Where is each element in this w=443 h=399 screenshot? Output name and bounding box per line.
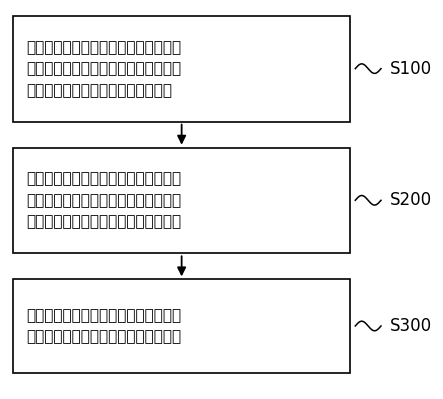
Text: S100: S100: [390, 59, 432, 78]
Text: S200: S200: [390, 191, 432, 209]
Bar: [13, 279, 350, 373]
Text: 获取用户输入的特征值信息、服务类、
属性信息和协议头，生成对应的本地指
令，并将本地指令存储至本地数据库: 获取用户输入的特征值信息、服务类、 属性信息和协议头，生成对应的本地指 令，并将…: [27, 40, 182, 98]
Bar: [13, 148, 350, 253]
Bar: [13, 16, 350, 122]
Text: S300: S300: [390, 317, 432, 335]
Text: 根据用户发送的修改指令，从本地数据
库中获取对应的本地指令发送给用户端: 根据用户发送的修改指令，从本地数据 库中获取对应的本地指令发送给用户端: [27, 308, 182, 344]
Text: 根据用户输入的服务识别码，从本地数
据库中筛选出特征值信息与用户输入的
外设识别码绑定，生成并广播确认请求: 根据用户输入的服务识别码，从本地数 据库中筛选出特征值信息与用户输入的 外设识别…: [27, 172, 182, 229]
